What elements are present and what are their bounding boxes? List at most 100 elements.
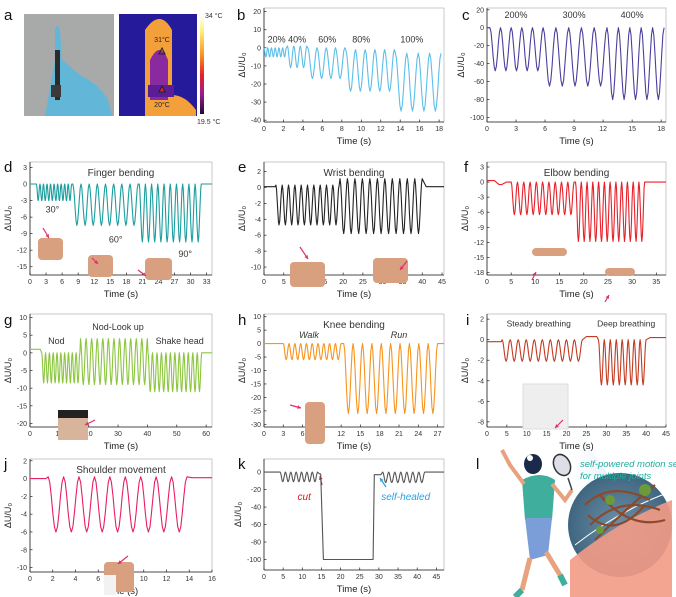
inset-shirt-photo [522, 383, 569, 430]
x-tick-label: 35 [652, 279, 660, 286]
annotation-label: Steady breathing [507, 318, 572, 328]
x-tick-label: 30 [114, 431, 122, 438]
x-tick-label: 30 [628, 279, 636, 286]
inset-finger-90 [145, 258, 172, 280]
y-tick-label: -20 [251, 395, 261, 402]
x-tick-label: 3 [514, 126, 518, 133]
x-tick-label: 14 [396, 126, 404, 133]
series-line-f [487, 180, 666, 242]
y-tick-label: 0 [257, 470, 261, 477]
x-tick-label: 12 [337, 431, 345, 438]
chart-b: 0 2 4 6 8 10 12 14 16 18 -40 -30 -20 -10 0 10 20 Time (s)… [237, 7, 445, 147]
y-tick-label: -40 [251, 118, 261, 125]
x-tick-label: 16 [208, 576, 216, 583]
chart-k: 0 5 10 15 20 25 30 35 40 45 -100 -80 -60 -40 -20 0 Time … [233, 458, 445, 595]
x-tick-label: 9 [76, 279, 80, 286]
x-tick-label: 24 [155, 279, 163, 286]
chart-title: Wrist bending [324, 168, 385, 179]
x-axis-label: Time (s) [337, 289, 371, 300]
x-tick-label: 60 [202, 431, 210, 438]
y-axis-label: ΔU/U₀ [456, 52, 466, 78]
y-tick-label: -100 [247, 557, 261, 564]
y-tick-label: -6 [478, 399, 484, 406]
y-tick-label: -20 [251, 82, 261, 89]
x-tick-label: 25 [356, 574, 364, 581]
annotation-label: Nod [48, 336, 65, 346]
x-tick-label: 4 [74, 576, 78, 583]
annotation-label: Shake head [156, 336, 204, 346]
plot-frame [486, 7, 667, 123]
x-tick-label: 18 [657, 126, 665, 133]
x-axis-label: Time (s) [559, 289, 593, 300]
annotation-label: 20% [268, 34, 286, 44]
y-tick-label: -6 [21, 529, 27, 536]
arrow-head-icon [532, 272, 537, 276]
annotation-label: 300% [563, 10, 586, 20]
x-tick-label: 16 [416, 126, 424, 133]
y-tick-label: -2 [478, 358, 484, 365]
inset-elbow-2 [605, 268, 635, 276]
y-axis-label: ΔU/U₀ [460, 206, 470, 232]
x-tick-label: 27 [171, 279, 179, 286]
x-tick-label: 12 [377, 126, 385, 133]
y-axis-label: ΔU/U₀ [460, 358, 470, 384]
y-tick-label: -4 [478, 378, 484, 385]
x-tick-label: 30 [602, 431, 610, 438]
x-tick-label: 5 [505, 431, 509, 438]
y-tick-label: -20 [251, 487, 261, 494]
y-tick-label: -10 [17, 565, 27, 572]
y-tick-label: 5 [23, 333, 27, 340]
annotation-label: 100% [400, 34, 423, 44]
x-axis-label: Time (s) [104, 289, 138, 300]
annotation-label: 200% [505, 10, 528, 20]
y-tick-label: -25 [251, 408, 261, 415]
x-tick-label: 2 [51, 576, 55, 583]
y-tick-label: -8 [255, 249, 261, 256]
series-line-i [487, 336, 666, 386]
annotation-label: 30° [46, 205, 60, 215]
y-tick-label: -15 [474, 255, 484, 262]
x-tick-label: 15 [556, 279, 564, 286]
x-tick-label: 9 [572, 126, 576, 133]
x-tick-label: 15 [106, 279, 114, 286]
x-tick-label: 33 [203, 279, 211, 286]
panel-letter-d: d [4, 159, 12, 176]
x-tick-label: 5 [509, 279, 513, 286]
panel-letter-b: b [237, 7, 245, 24]
annotation-label: 60° [109, 234, 123, 244]
y-axis-label: ΔU/U₀ [3, 503, 13, 529]
series-line-d [30, 183, 212, 243]
x-tick-label: 30 [375, 574, 383, 581]
y-tick-label: 3 [23, 165, 27, 172]
annotation-label: 90° [178, 249, 192, 259]
x-tick-label: 3 [44, 279, 48, 286]
x-tick-label: 45 [438, 279, 446, 286]
y-tick-label: -10 [251, 265, 261, 272]
chart-title: Shoulder movement [76, 465, 166, 476]
x-tick-label: 18 [122, 279, 130, 286]
x-tick-label: 0 [262, 126, 266, 133]
y-tick-label: -40 [474, 61, 484, 68]
tennis-player [500, 449, 574, 597]
caption-line-2: for multiple joints [580, 471, 652, 482]
panel-letter-k: k [238, 456, 246, 473]
arrow-head-icon [94, 260, 98, 264]
x-tick-label: 50 [173, 431, 181, 438]
caption-line-1: self-powered motion sensor [580, 459, 676, 470]
y-axis-label: ΔU/U₀ [237, 52, 247, 78]
high-temp-spot-label: 31°C [154, 36, 170, 44]
y-axis-label: ΔU/U₀ [3, 358, 13, 384]
arrow-head-icon [297, 405, 301, 409]
chart-title: Elbow bending [544, 168, 610, 179]
x-tick-label: 6 [96, 576, 100, 583]
annotation-label: 40% [288, 34, 306, 44]
panel-letter-h: h [238, 312, 246, 329]
y-tick-label: -30 [251, 422, 261, 429]
x-tick-label: 0 [262, 431, 266, 438]
y-tick-label: 2 [257, 169, 261, 176]
chart-d: 0 3 6 9 12 15 18 21 24 27 30 33 -15 -12 -9 -6 -3 0 3 Time (… [3, 161, 213, 300]
y-axis-label: ΔU/U₀ [237, 358, 247, 384]
series-line-g [30, 338, 212, 393]
